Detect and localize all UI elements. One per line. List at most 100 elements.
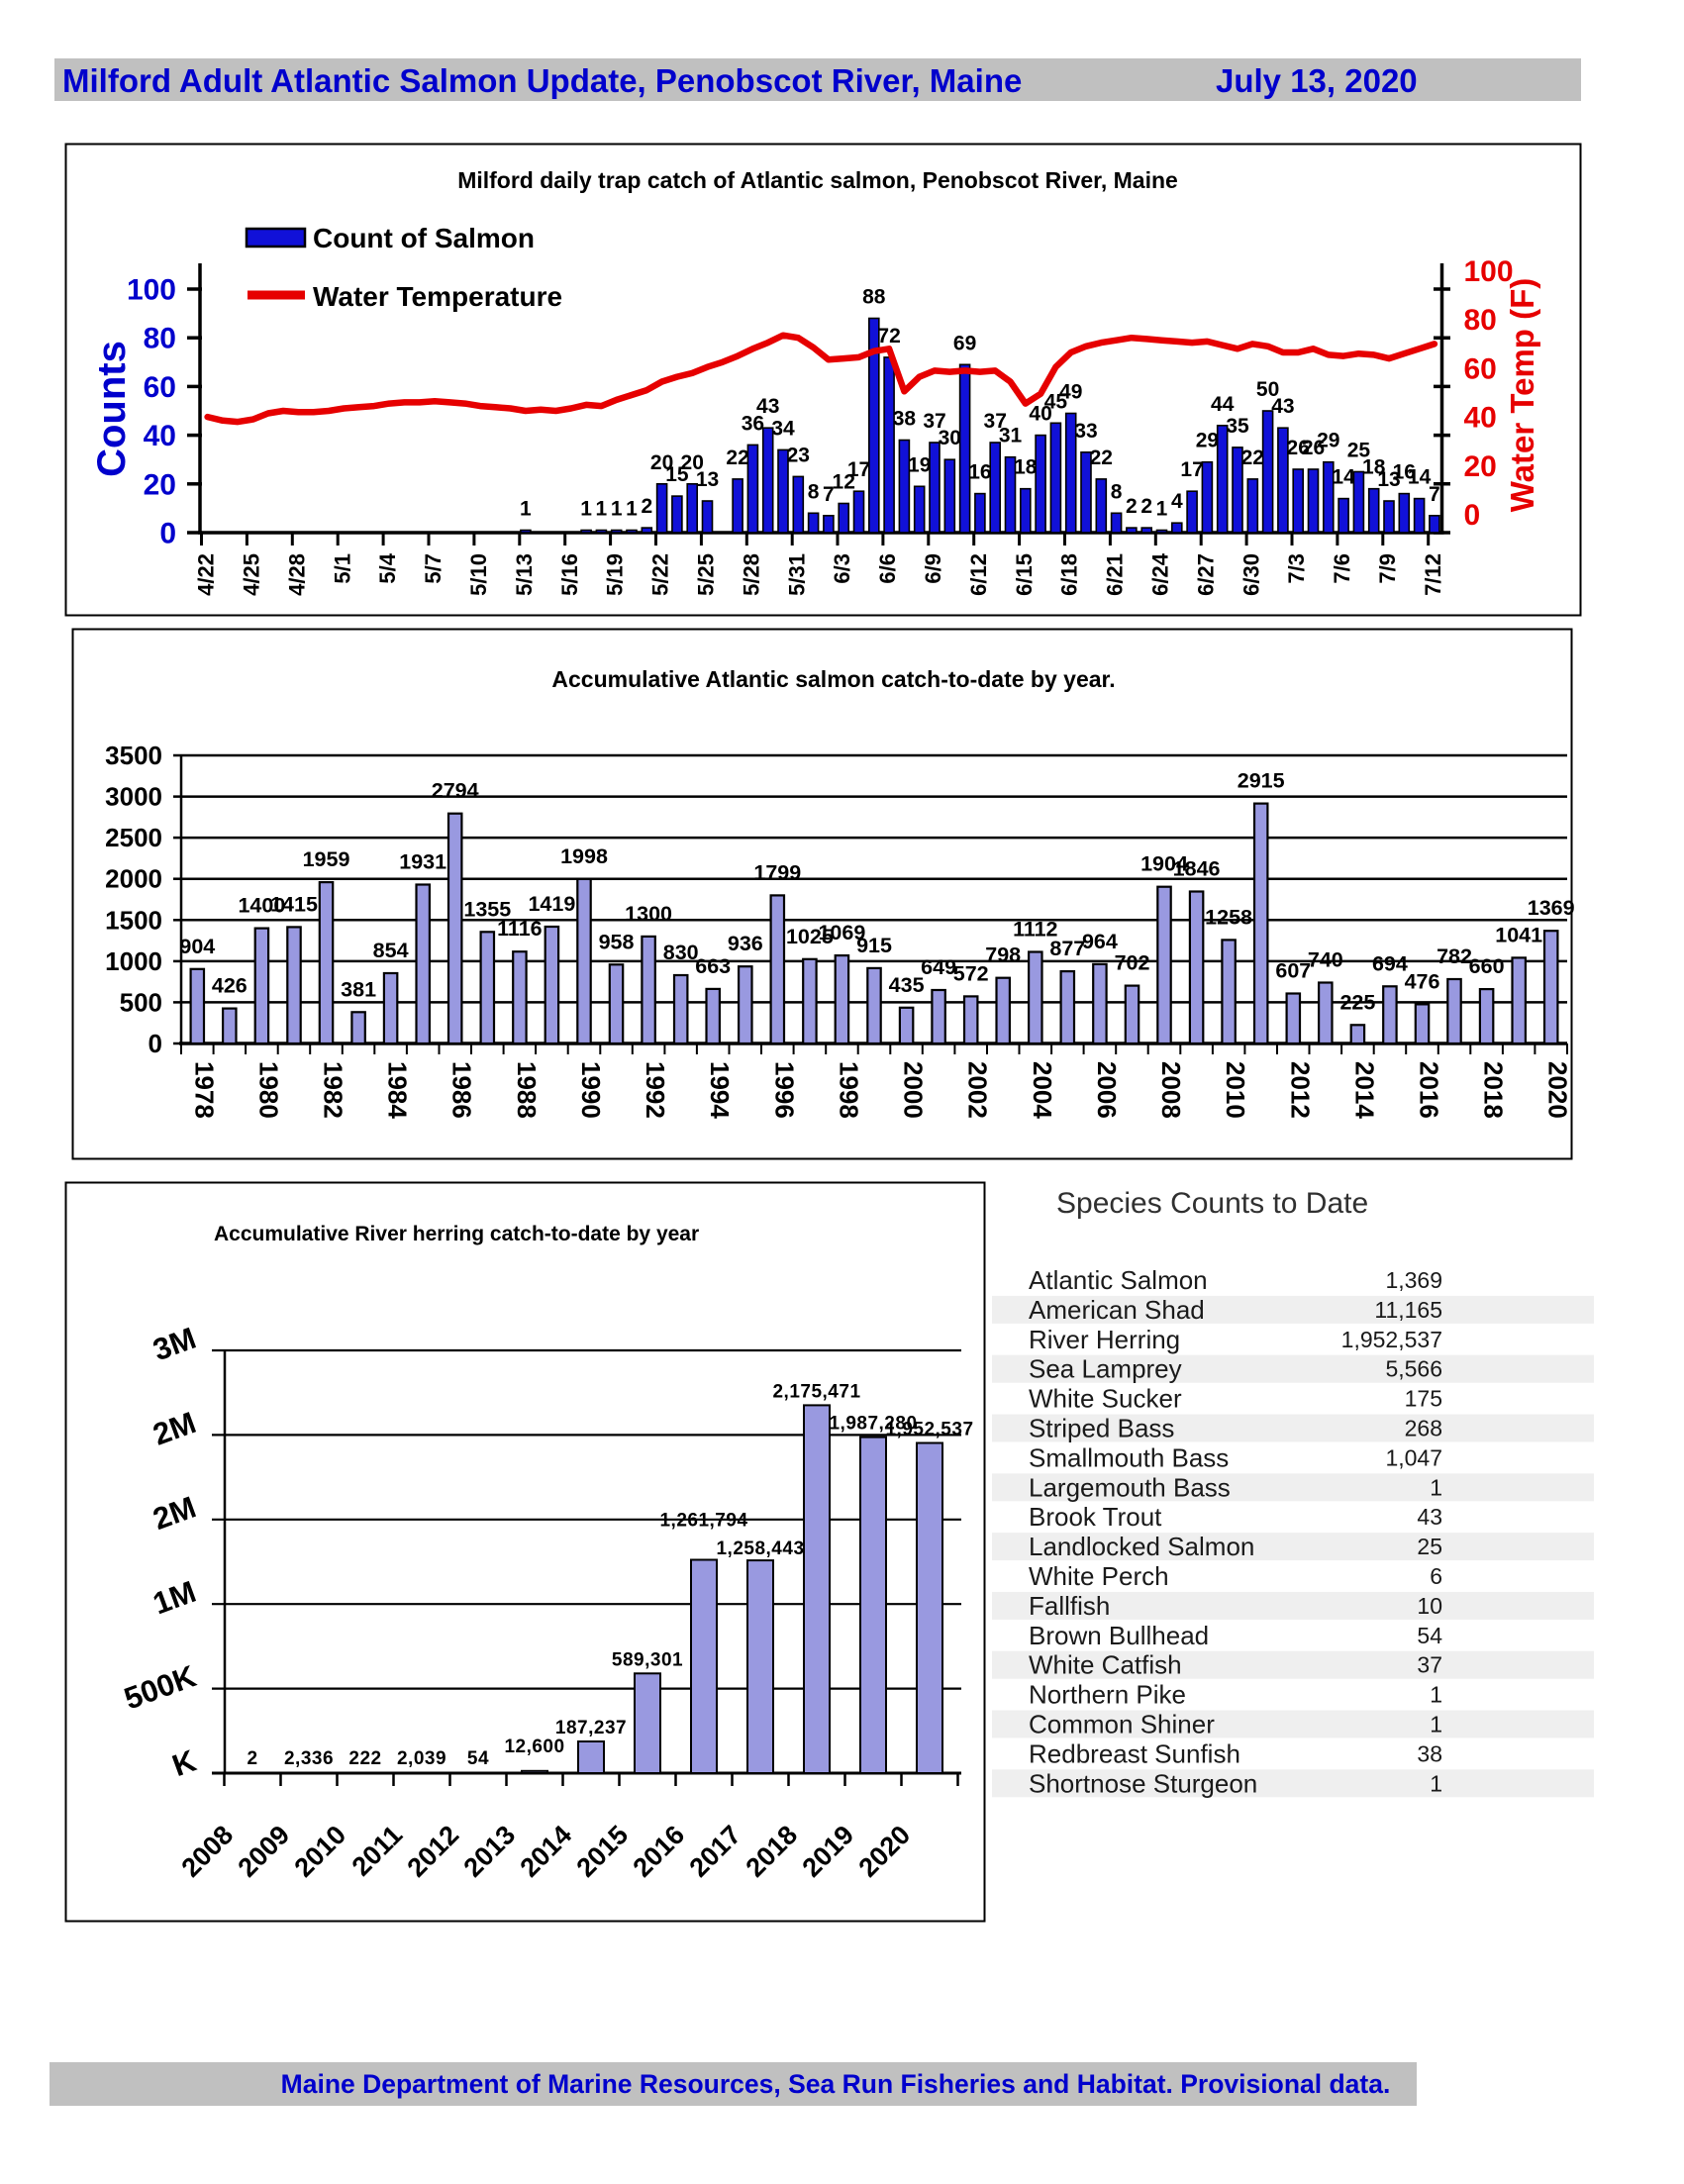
svg-text:20: 20 (144, 468, 176, 501)
svg-text:26: 26 (1302, 437, 1325, 459)
svg-text:1,047: 1,047 (1385, 1444, 1442, 1470)
svg-text:381: 381 (341, 977, 376, 1001)
svg-text:1,261,794: 1,261,794 (659, 1511, 747, 1532)
svg-text:Northern Pike: Northern Pike (1029, 1680, 1186, 1710)
svg-text:6/6: 6/6 (875, 553, 900, 584)
svg-text:2,336: 2,336 (284, 1748, 334, 1769)
svg-text:1986: 1986 (447, 1061, 477, 1119)
svg-text:2000: 2000 (105, 864, 162, 894)
svg-text:12,600: 12,600 (504, 1737, 564, 1757)
svg-text:35: 35 (1226, 415, 1249, 438)
svg-text:3500: 3500 (105, 741, 162, 770)
svg-text:1,258,443: 1,258,443 (716, 1539, 804, 1559)
svg-text:1: 1 (1430, 1712, 1442, 1737)
svg-text:36: 36 (742, 412, 764, 435)
svg-text:2020: 2020 (1543, 1061, 1573, 1119)
svg-text:6/18: 6/18 (1057, 553, 1082, 596)
svg-text:2002: 2002 (963, 1061, 993, 1119)
svg-text:2010: 2010 (1221, 1061, 1250, 1119)
svg-text:100: 100 (127, 274, 176, 307)
svg-text:2018: 2018 (1479, 1061, 1509, 1119)
svg-text:222: 222 (348, 1748, 381, 1769)
svg-text:19: 19 (908, 453, 931, 476)
svg-text:607: 607 (1275, 959, 1311, 983)
svg-text:80: 80 (144, 323, 176, 355)
svg-text:37: 37 (1417, 1652, 1442, 1678)
svg-text:1978: 1978 (189, 1061, 219, 1119)
svg-text:5/22: 5/22 (648, 553, 673, 596)
svg-text:5/7: 5/7 (421, 553, 446, 584)
svg-text:2012: 2012 (1285, 1061, 1315, 1119)
svg-text:1: 1 (580, 498, 592, 521)
svg-text:16: 16 (968, 461, 991, 484)
svg-text:1258: 1258 (1205, 905, 1252, 929)
svg-text:1,369: 1,369 (1385, 1267, 1442, 1293)
svg-text:2: 2 (1140, 495, 1152, 518)
svg-text:River Herring: River Herring (1029, 1325, 1180, 1354)
svg-text:8: 8 (1111, 480, 1123, 503)
svg-text:7/6: 7/6 (1330, 553, 1354, 584)
svg-text:7/12: 7/12 (1421, 553, 1445, 596)
svg-text:2008: 2008 (1156, 1061, 1186, 1119)
svg-text:22: 22 (1090, 447, 1113, 469)
svg-text:5/31: 5/31 (784, 553, 809, 596)
svg-text:0: 0 (1464, 499, 1481, 532)
svg-text:White Sucker: White Sucker (1029, 1384, 1182, 1414)
svg-text:7/9: 7/9 (1375, 553, 1400, 584)
svg-text:Water Temperature: Water Temperature (313, 281, 562, 312)
svg-text:Common Shiner: Common Shiner (1029, 1710, 1215, 1739)
svg-text:1,952,537: 1,952,537 (1341, 1327, 1442, 1352)
svg-text:40: 40 (144, 420, 176, 452)
svg-text:1,987,280: 1,987,280 (829, 1414, 917, 1435)
svg-text:904: 904 (179, 935, 215, 958)
svg-text:1846: 1846 (1173, 857, 1221, 881)
svg-text:225: 225 (1339, 990, 1375, 1014)
svg-text:1355: 1355 (463, 897, 511, 921)
svg-text:Species Counts to Date: Species Counts to Date (1056, 1187, 1368, 1220)
svg-text:740: 740 (1308, 948, 1343, 972)
svg-text:Maine Department of Marine Res: Maine Department of Marine Resources, Se… (281, 2069, 1391, 2099)
svg-text:80: 80 (1464, 304, 1497, 337)
svg-text:38: 38 (893, 408, 917, 431)
svg-text:8: 8 (808, 480, 820, 503)
svg-text:7: 7 (1429, 483, 1440, 506)
svg-text:18: 18 (1014, 456, 1038, 479)
svg-text:6/9: 6/9 (921, 553, 945, 584)
svg-text:1904: 1904 (1140, 852, 1188, 876)
svg-text:Accumulative Atlantic salmon c: Accumulative Atlantic salmon catch-to-da… (551, 666, 1115, 692)
svg-text:964: 964 (1082, 930, 1118, 953)
svg-text:572: 572 (953, 961, 989, 985)
svg-text:16: 16 (1393, 461, 1416, 484)
svg-text:60: 60 (144, 371, 176, 404)
svg-text:6/12: 6/12 (966, 553, 991, 596)
svg-text:268: 268 (1405, 1416, 1442, 1441)
svg-text:11,165: 11,165 (1374, 1297, 1442, 1323)
svg-text:1980: 1980 (253, 1061, 283, 1119)
svg-text:663: 663 (695, 954, 731, 978)
svg-text:Landlocked Salmon: Landlocked Salmon (1029, 1532, 1254, 1561)
svg-text:20: 20 (1464, 450, 1497, 483)
svg-text:14: 14 (1408, 466, 1432, 489)
svg-text:2000: 2000 (899, 1061, 929, 1119)
svg-text:44: 44 (1211, 393, 1235, 416)
svg-text:15: 15 (665, 463, 689, 486)
svg-text:88: 88 (862, 286, 886, 309)
svg-text:July 13, 2020: July 13, 2020 (1216, 62, 1418, 99)
svg-text:Smallmouth Bass: Smallmouth Bass (1029, 1442, 1229, 1472)
svg-text:958: 958 (599, 930, 635, 953)
svg-text:2006: 2006 (1092, 1061, 1122, 1119)
svg-text:Milford Adult Atlantic Salmon: Milford Adult Atlantic Salmon Update, Pe… (62, 62, 1022, 99)
svg-text:69: 69 (953, 332, 976, 354)
svg-text:6: 6 (1430, 1563, 1442, 1589)
svg-text:1998: 1998 (560, 844, 608, 868)
svg-text:Largemouth Bass: Largemouth Bass (1029, 1472, 1231, 1502)
svg-text:1982: 1982 (319, 1061, 348, 1119)
svg-text:17: 17 (847, 458, 870, 481)
svg-text:5/10: 5/10 (466, 553, 491, 596)
svg-text:54: 54 (467, 1748, 489, 1769)
svg-text:1996: 1996 (769, 1061, 799, 1119)
svg-text:1: 1 (1430, 1474, 1442, 1500)
svg-text:1069: 1069 (818, 921, 865, 944)
svg-text:2500: 2500 (105, 823, 162, 852)
svg-text:14: 14 (1332, 466, 1355, 489)
